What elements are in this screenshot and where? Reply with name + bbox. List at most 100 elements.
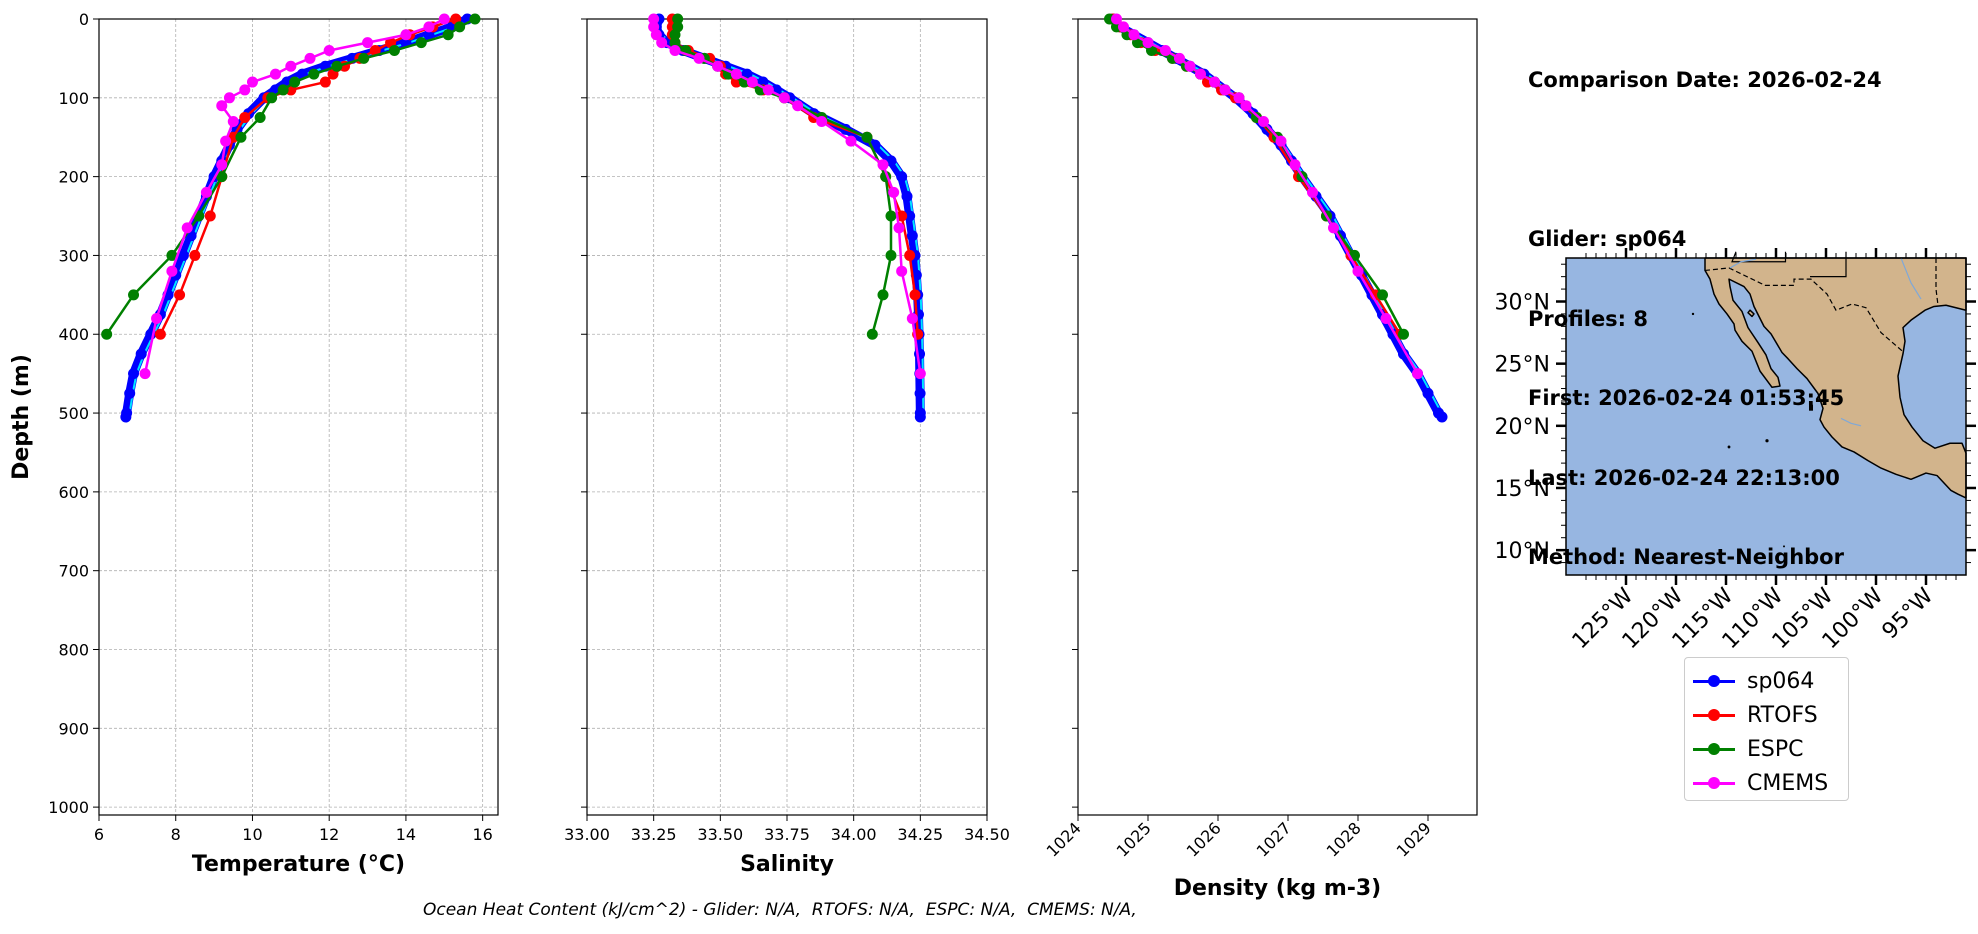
legend-swatch-sp064 (1693, 671, 1735, 691)
point-CMEMS (1184, 60, 1196, 72)
point-CMEMS (1142, 37, 1154, 49)
last-time: Last: 2026-02-24 22:13:00 (1528, 465, 1840, 490)
point-CMEMS (1352, 265, 1364, 277)
point-CMEMS (816, 115, 828, 127)
point-ESPC (331, 60, 343, 72)
point-CMEMS (693, 52, 705, 64)
point-sp064 (135, 348, 147, 360)
island-clarion (1727, 445, 1731, 449)
point-RTOFS (174, 289, 186, 301)
ytick-label: 1000 (48, 798, 89, 817)
series-group (1104, 13, 1448, 423)
xtick-label: 14 (396, 825, 416, 844)
point-CMEMS (896, 265, 908, 277)
point-sp064 (896, 171, 908, 183)
xtick-label: 1027 (1253, 818, 1295, 860)
xtick-label: 33.00 (564, 825, 610, 844)
point-CMEMS (888, 186, 900, 198)
point-CMEMS (220, 135, 232, 147)
point-ESPC (289, 76, 301, 88)
point-CMEMS (1380, 312, 1392, 324)
point-ESPC (672, 13, 684, 25)
comparison-date: Comparison Date: 2026-02-24 (1528, 68, 1882, 92)
point-ESPC (1398, 328, 1409, 340)
series-sp064-edge (658, 18, 925, 417)
point-ESPC (861, 131, 873, 143)
point-CMEMS (438, 13, 450, 25)
point-ESPC (454, 21, 466, 33)
series-sp064-profiles (1110, 16, 1445, 420)
island-clipperton (1783, 545, 1785, 548)
point-CMEMS (648, 13, 660, 25)
legend-item-rtofs: RTOFS (1693, 700, 1818, 730)
point-CMEMS (239, 84, 251, 96)
panel-temperature: 0 100 200 300 400 500 600 700 800 900 1000 6 8 10 12 14… (9, 10, 499, 877)
point-CMEMS (1128, 29, 1140, 41)
point-ESPC (1377, 289, 1388, 301)
point-CMEMS (730, 68, 742, 80)
point-ESPC (885, 210, 897, 222)
xtick-label: 1025 (1113, 818, 1155, 860)
point-CMEMS (1412, 368, 1423, 380)
lat-label: 30°N (1495, 291, 1550, 316)
point-CMEMS (139, 368, 151, 380)
xtick-label: 1026 (1183, 818, 1225, 860)
islas-marias (1809, 404, 1813, 411)
point-sp064 (128, 368, 140, 380)
point-sp064 (177, 249, 189, 261)
legend-label: RTOFS (1747, 702, 1818, 728)
axis-xlabel: Salinity (740, 852, 834, 877)
ytick-label: 900 (58, 719, 89, 738)
point-CMEMS (1174, 52, 1185, 64)
legend-label: sp064 (1747, 668, 1815, 694)
point-CMEMS (893, 222, 905, 234)
series-line-sp064 (651, 17, 925, 418)
point-sp064 (906, 230, 918, 242)
point-CMEMS (1258, 115, 1269, 127)
point-sp064 (1398, 348, 1409, 360)
point-CMEMS (1219, 84, 1231, 96)
lake-chapala (1840, 417, 1862, 427)
ytick-label: 600 (58, 483, 89, 502)
series-line-CMEMS (143, 17, 445, 374)
island-socorro (1765, 439, 1769, 443)
point-CMEMS (200, 186, 212, 198)
axis-ylabel: Depth (m) (9, 354, 34, 480)
plot-frame (1077, 18, 1478, 816)
xtick-label: 12 (319, 825, 339, 844)
point-CMEMS (1307, 186, 1318, 198)
point-CMEMS (151, 312, 163, 324)
point-CMEMS (246, 76, 258, 88)
ytick-label: 100 (58, 89, 89, 108)
point-CMEMS (906, 312, 918, 324)
point-ESPC (358, 52, 370, 64)
series-line-sp064 (1109, 16, 1446, 420)
xtick-label: 34.00 (831, 825, 877, 844)
point-ESPC (235, 131, 247, 143)
point-sp064 (124, 387, 136, 399)
point-RTOFS (904, 249, 916, 261)
point-sp064 (914, 387, 926, 399)
point-ESPC (166, 249, 178, 261)
xtick-label: 1028 (1323, 818, 1365, 860)
point-RTOFS (896, 210, 908, 222)
point-CMEMS (181, 222, 193, 234)
series-group (101, 13, 481, 423)
point-CMEMS (650, 29, 662, 41)
point-ESPC (669, 37, 681, 49)
point-sp064 (904, 210, 916, 222)
point-CMEMS (400, 29, 412, 41)
first-time: First: 2026-02-24 01:53:45 (1528, 386, 1845, 410)
border-tx-la (1935, 258, 1939, 306)
point-ESPC (277, 84, 289, 96)
plot-frame (98, 18, 499, 816)
point-ESPC (216, 171, 228, 183)
point-RTOFS (239, 112, 251, 124)
point-ESPC (388, 45, 400, 57)
ytick-label: 300 (58, 246, 89, 265)
legend-item-sp064: sp064 (1693, 666, 1814, 696)
point-ESPC (254, 112, 266, 124)
point-ESPC (266, 92, 278, 104)
xtick-label: 16 (472, 825, 492, 844)
river-texas (1900, 257, 1922, 300)
